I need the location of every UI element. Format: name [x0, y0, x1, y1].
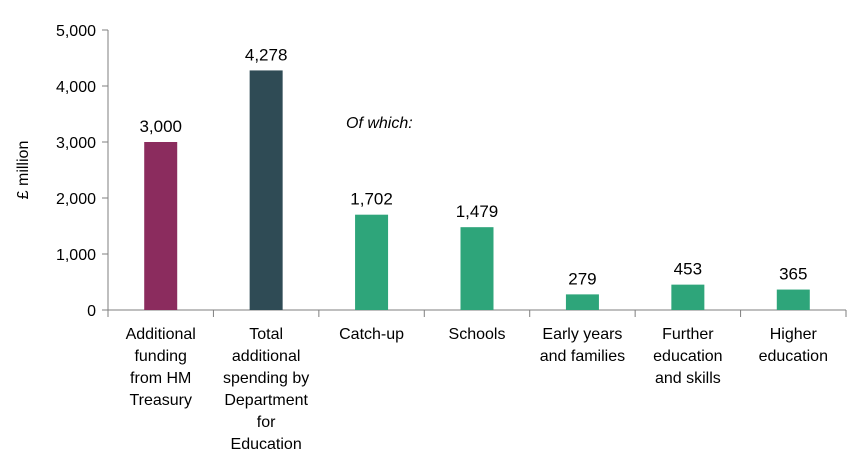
category-label: Further education and skills [653, 326, 722, 387]
category-label: Total additional spending by Department for E… [223, 326, 309, 453]
y-tick-label: 5,000 [56, 23, 96, 40]
bar [565, 294, 599, 310]
bar [671, 284, 705, 310]
bar-value-label: 4,278 [245, 45, 288, 64]
category-label: Early years and families [540, 326, 625, 365]
y-tick-label: 0 [87, 303, 96, 320]
y-tick-label: 3,000 [56, 135, 96, 152]
bar-value-label: 3,000 [139, 117, 182, 136]
category-label: Catch-up [339, 326, 404, 343]
category-label: Higher education [759, 326, 828, 365]
bar [144, 142, 178, 310]
bar-value-label: 1,702 [350, 190, 393, 209]
bar [355, 214, 389, 310]
bar [460, 227, 494, 310]
bar-value-label: 279 [568, 269, 596, 288]
bar-value-label: 1,479 [456, 202, 499, 221]
category-label: Additional funding from HM Treasury [126, 326, 196, 409]
bar [776, 289, 810, 310]
of-which-annotation: Of which: [346, 115, 413, 132]
y-axis-label: £ million [15, 141, 32, 200]
y-tick-label: 4,000 [56, 79, 96, 96]
category-label: Schools [449, 326, 506, 343]
y-tick-label: 2,000 [56, 191, 96, 208]
y-tick-label: 1,000 [56, 247, 96, 264]
bar-value-label: 453 [674, 260, 702, 279]
bar [249, 70, 283, 310]
bar-value-label: 365 [779, 265, 807, 284]
